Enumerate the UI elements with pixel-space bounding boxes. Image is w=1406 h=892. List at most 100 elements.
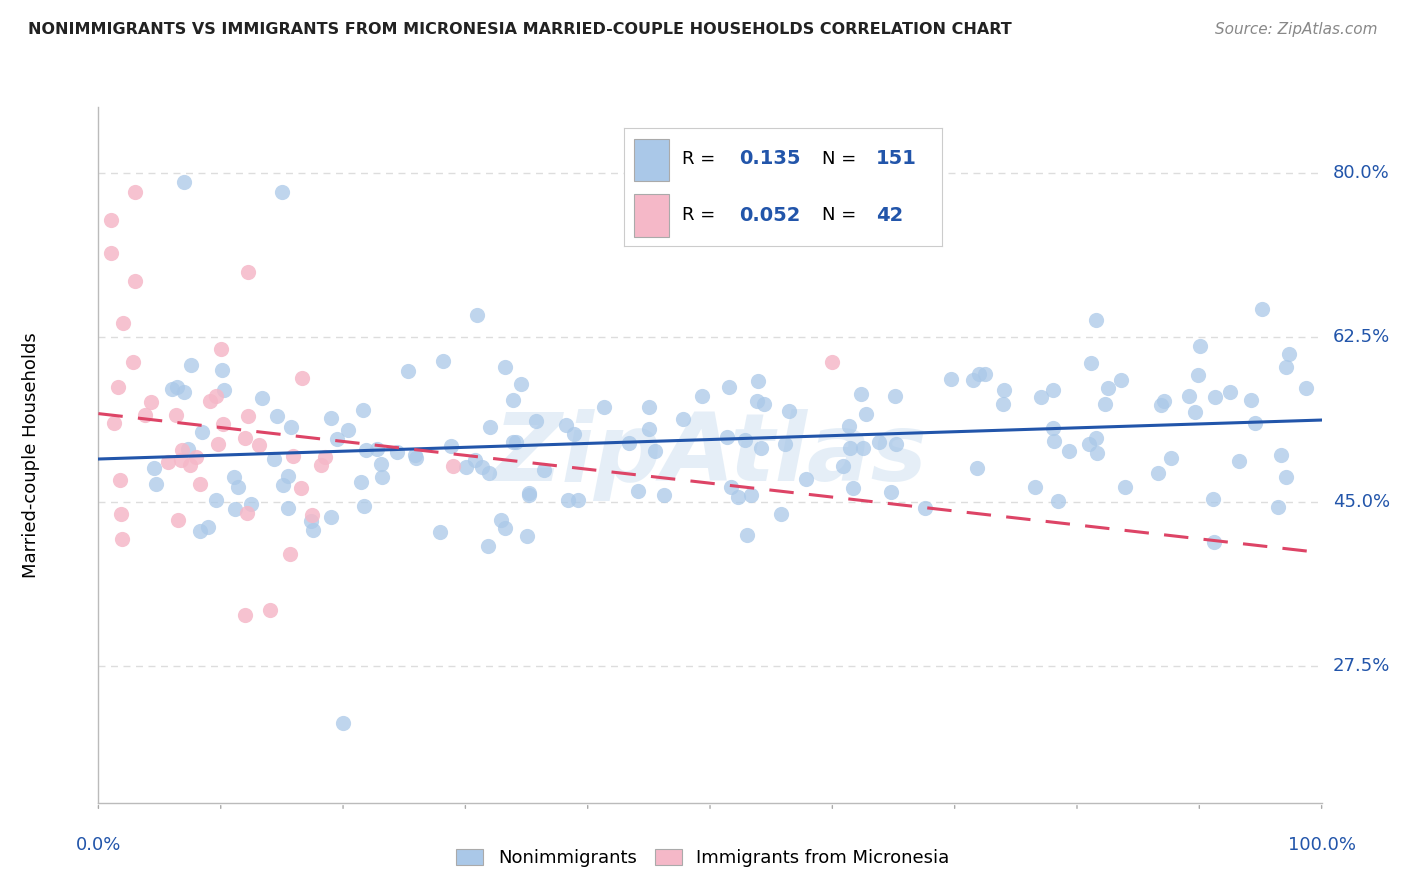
FancyBboxPatch shape xyxy=(634,194,669,236)
Point xyxy=(769,507,792,521)
Point xyxy=(385,445,408,459)
Point xyxy=(1219,384,1241,399)
Point xyxy=(441,458,464,473)
Point xyxy=(516,529,538,543)
Point xyxy=(224,502,246,516)
Point xyxy=(1080,355,1102,369)
Point xyxy=(564,426,586,441)
Point xyxy=(592,401,614,415)
Point xyxy=(103,417,125,431)
Point xyxy=(259,603,281,617)
Point xyxy=(740,488,762,502)
Point xyxy=(914,501,936,516)
Point xyxy=(993,397,1015,411)
Point xyxy=(454,460,477,475)
Point xyxy=(1267,500,1289,514)
Point xyxy=(974,367,997,381)
Point xyxy=(1153,394,1175,409)
Point xyxy=(170,453,193,467)
Point xyxy=(489,513,512,527)
Point xyxy=(204,389,226,403)
Point xyxy=(1097,382,1119,396)
Point xyxy=(172,443,194,458)
Point xyxy=(301,523,323,537)
Point xyxy=(165,409,187,423)
Text: 0.0%: 0.0% xyxy=(76,836,121,855)
Point xyxy=(849,386,872,401)
Point xyxy=(1250,301,1272,316)
Text: 45.0%: 45.0% xyxy=(1333,493,1391,511)
Point xyxy=(111,316,134,330)
Point xyxy=(1085,431,1108,445)
Point xyxy=(207,437,229,451)
Point xyxy=(180,358,202,372)
Point xyxy=(1147,467,1170,481)
Point xyxy=(110,507,132,521)
Point xyxy=(173,175,195,189)
Point xyxy=(236,409,259,423)
Point xyxy=(471,459,494,474)
Point xyxy=(868,435,890,450)
Point xyxy=(720,480,742,494)
Point xyxy=(352,402,374,417)
Point xyxy=(464,453,486,467)
Point xyxy=(121,355,143,369)
Point xyxy=(735,528,758,542)
Point xyxy=(332,715,354,730)
Text: NONIMMIGRANTS VS IMMIGRANTS FROM MICRONESIA MARRIED-COUPLE HOUSEHOLDS CORRELATIO: NONIMMIGRANTS VS IMMIGRANTS FROM MICRONE… xyxy=(28,22,1012,37)
Point xyxy=(1084,313,1107,327)
Point xyxy=(494,521,516,535)
Point xyxy=(1227,454,1250,468)
Point xyxy=(396,364,419,378)
Point xyxy=(156,455,179,469)
Point xyxy=(727,491,749,505)
Text: R =: R = xyxy=(682,206,721,225)
Point xyxy=(429,525,451,540)
Point xyxy=(1178,389,1201,403)
Point xyxy=(280,420,302,434)
Point xyxy=(336,424,359,438)
Point xyxy=(672,412,695,426)
Point xyxy=(1187,368,1209,383)
Point xyxy=(250,391,273,405)
Point xyxy=(1275,470,1298,484)
Point xyxy=(281,450,304,464)
Legend: Nonimmigrants, Immigrants from Micronesia: Nonimmigrants, Immigrants from Micronesi… xyxy=(449,841,957,874)
Point xyxy=(773,437,796,451)
Point xyxy=(134,408,156,422)
Point xyxy=(717,380,740,394)
Point xyxy=(884,437,907,451)
Point xyxy=(167,513,190,527)
Point xyxy=(567,492,589,507)
Point xyxy=(778,404,800,418)
Text: 0.135: 0.135 xyxy=(740,149,800,169)
Point xyxy=(1059,444,1081,458)
Point xyxy=(502,435,524,450)
Point xyxy=(734,434,756,448)
Point xyxy=(142,460,165,475)
Point xyxy=(440,439,463,453)
Point xyxy=(1114,480,1136,494)
Point xyxy=(644,443,666,458)
Point xyxy=(179,458,201,472)
Point xyxy=(224,470,246,484)
Point xyxy=(1043,434,1066,448)
Point xyxy=(356,443,378,458)
Point xyxy=(517,488,540,502)
Point xyxy=(967,367,990,381)
Point xyxy=(716,429,738,443)
Text: 27.5%: 27.5% xyxy=(1333,657,1391,675)
Text: 151: 151 xyxy=(876,149,917,169)
Point xyxy=(350,475,373,490)
Point xyxy=(277,468,299,483)
Point xyxy=(1042,420,1064,434)
Point xyxy=(1202,492,1225,507)
Point xyxy=(370,457,392,471)
Text: 100.0%: 100.0% xyxy=(1288,836,1355,855)
Point xyxy=(247,438,270,452)
Point xyxy=(555,418,578,433)
Point xyxy=(301,508,323,523)
Point xyxy=(1204,390,1226,404)
Point xyxy=(993,383,1015,397)
Text: N =: N = xyxy=(821,206,862,225)
